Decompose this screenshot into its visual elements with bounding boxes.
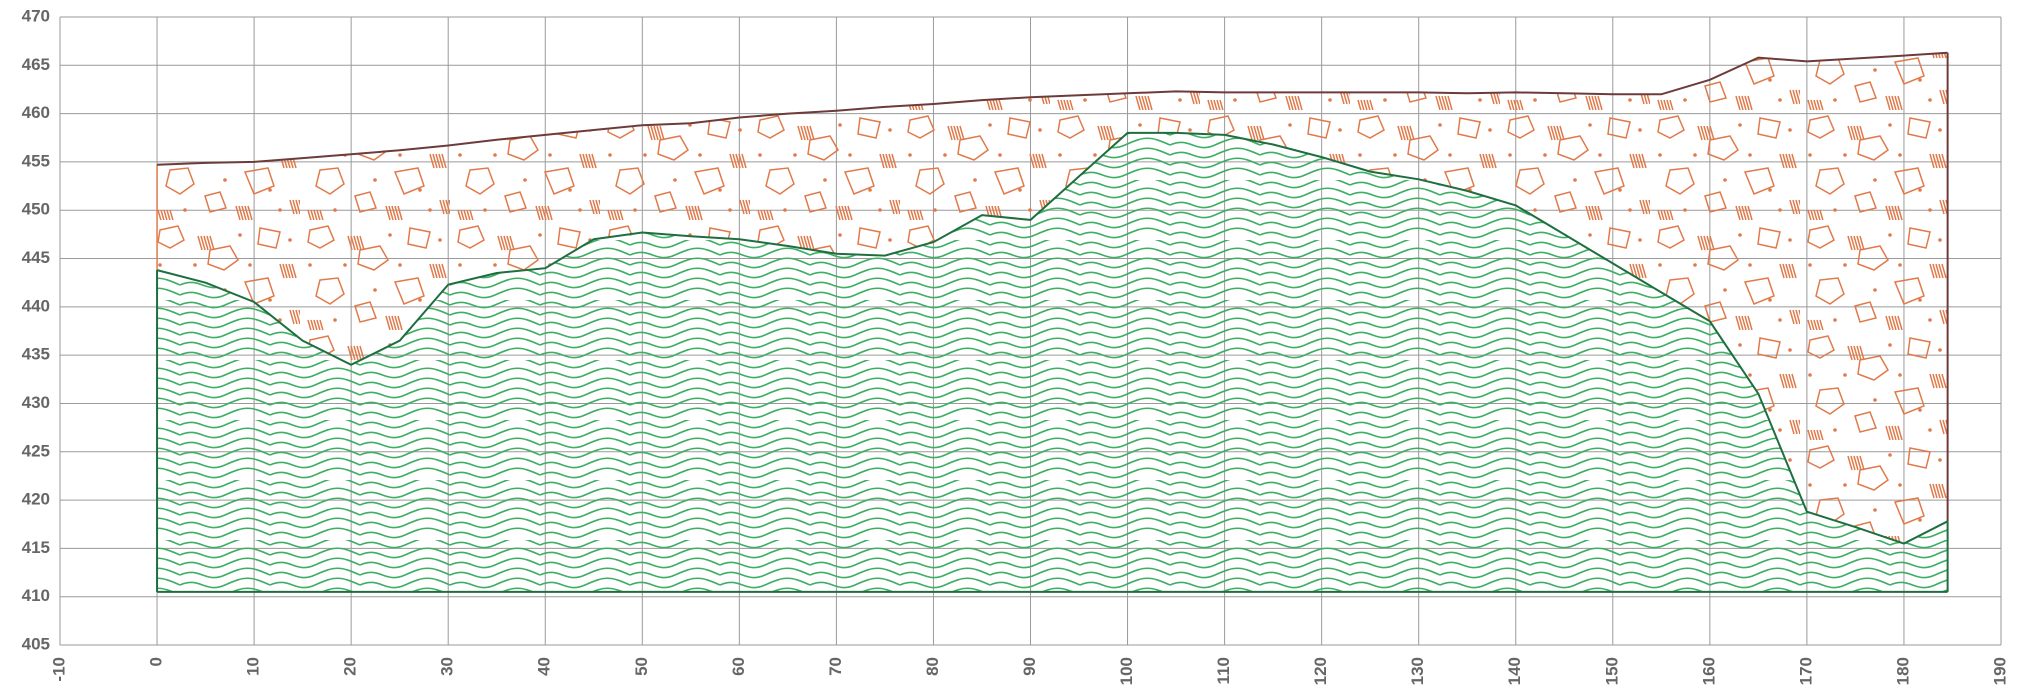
x-tick-label: 60 — [729, 657, 748, 676]
x-tick-label: 190 — [1990, 657, 2009, 685]
x-tick-label: 20 — [341, 657, 360, 676]
x-tick-label: -10 — [49, 657, 68, 682]
y-tick-label: 415 — [22, 538, 50, 557]
x-tick-label: 150 — [1602, 657, 1621, 685]
x-tick-label: 130 — [1408, 657, 1427, 685]
y-tick-label: 440 — [22, 296, 50, 315]
y-tick-label: 445 — [22, 248, 50, 267]
x-tick-label: 160 — [1699, 657, 1718, 685]
y-tick-label: 420 — [22, 490, 50, 509]
y-tick-label: 450 — [22, 200, 50, 219]
x-tick-label: 30 — [438, 657, 457, 676]
x-tick-label: 170 — [1796, 657, 1815, 685]
x-tick-label: 80 — [923, 657, 942, 676]
x-tick-label: 180 — [1893, 657, 1912, 685]
y-tick-label: 410 — [22, 586, 50, 605]
x-tick-label: 100 — [1117, 657, 1136, 685]
y-tick-label: 425 — [22, 441, 50, 460]
x-tick-label: 140 — [1505, 657, 1524, 685]
x-tick-label: 90 — [1020, 657, 1039, 676]
y-tick-label: 455 — [22, 151, 50, 170]
chart: 405 410 415 420 425 430 435 440 445 450 455 460 465 4… — [0, 0, 2020, 691]
x-tick-label: 50 — [632, 657, 651, 676]
x-tick-label: 40 — [535, 657, 554, 676]
x-tick-label: 10 — [244, 657, 263, 676]
x-tick-label: 110 — [1214, 657, 1233, 684]
x-tick-label: 0 — [147, 657, 166, 666]
x-tick-label: 120 — [1311, 657, 1330, 685]
y-tick-label: 470 — [22, 6, 50, 25]
y-tick-label: 435 — [22, 345, 50, 364]
y-tick-label: 430 — [22, 393, 50, 412]
y-tick-label: 465 — [22, 55, 50, 74]
y-tick-label: 405 — [22, 634, 50, 653]
x-tick-label: 70 — [826, 657, 845, 676]
y-tick-label: 460 — [22, 103, 50, 122]
